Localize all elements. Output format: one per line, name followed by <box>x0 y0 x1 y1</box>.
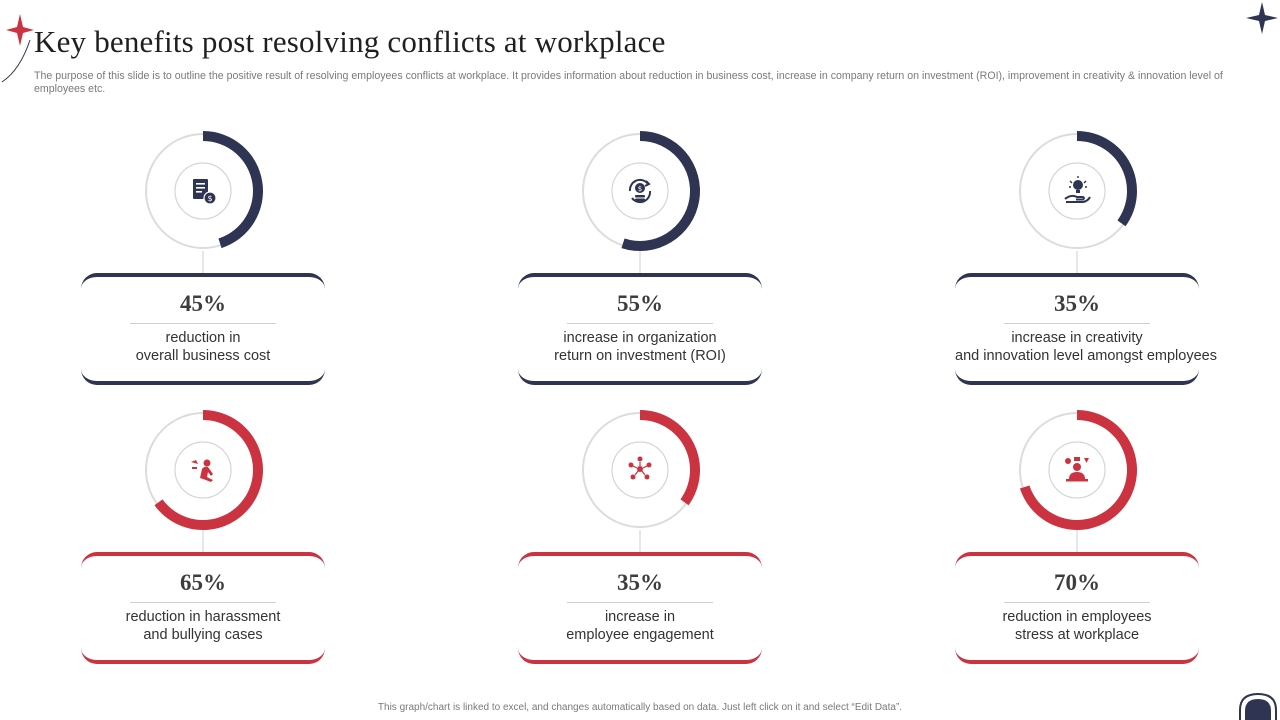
card-description: reduction in harassment and bullying cas… <box>81 608 325 644</box>
card-desc-line1: increase in creativity <box>1011 330 1143 346</box>
donut-value-arc <box>621 131 700 251</box>
card-desc-line1: reduction in harassment <box>125 609 281 625</box>
donut-value-arc <box>1077 131 1138 227</box>
page-title: Key benefits post resolving conflicts at… <box>34 24 666 59</box>
donut-value-arc <box>640 410 700 506</box>
card-divider <box>1004 602 1150 603</box>
card-description: increase in creativity and innovation le… <box>955 329 1217 365</box>
card-desc-line1: reduction in employees <box>1002 609 1152 625</box>
card-desc-line2: employee engagement <box>566 627 714 643</box>
card-desc-line1: increase in <box>604 609 676 625</box>
card-desc-line1: increase in organization <box>563 330 717 346</box>
money-cycle-icon: $ <box>620 171 660 211</box>
card-description: increase in organization return on inves… <box>518 329 762 365</box>
card-value: 70% <box>1054 570 1100 595</box>
card-value: 35% <box>617 570 663 595</box>
benefit-card-2: 55% increase in organization return on i… <box>518 273 762 385</box>
red-star-decoration <box>1 14 34 83</box>
benefit-card-1: 45% reduction in overall business cost <box>81 273 325 385</box>
svg-text:$: $ <box>207 194 212 203</box>
footer-note: This graph/chart is linked to excel, and… <box>377 702 903 713</box>
card-desc-line2: overall business cost <box>135 348 271 364</box>
card-description: reduction in employees stress at workpla… <box>955 608 1199 644</box>
card-desc-line2: stress at workplace <box>1014 627 1140 643</box>
corner-decoration <box>1239 692 1277 720</box>
benefit-card-6: 70% reduction in employees stress at wor… <box>955 552 1199 664</box>
card-desc-line2: and innovation level amongst employees <box>955 348 1217 364</box>
card-desc-line2: return on investment (ROI) <box>554 348 726 364</box>
card-description: increase in employee engagement <box>518 608 762 644</box>
card-desc-line1: reduction in <box>165 330 241 346</box>
harassment-icon <box>183 450 223 490</box>
card-divider <box>567 602 713 603</box>
card-divider <box>130 323 276 324</box>
card-value: 65% <box>180 570 226 595</box>
card-desc-line2: and bullying cases <box>143 627 263 643</box>
benefit-card-5: 35% increase in employee engagement <box>518 552 762 664</box>
stressed-person-icon <box>1057 450 1097 490</box>
card-description: reduction in overall business cost <box>81 329 325 365</box>
benefit-card-4: 65% reduction in harassment and bullying… <box>81 552 325 664</box>
card-value: 55% <box>617 291 663 316</box>
card-divider <box>1004 323 1150 324</box>
document-cost-icon: $ <box>183 171 223 211</box>
team-network-icon <box>620 450 660 490</box>
page-description: The purpose of this slide is to outline … <box>34 70 1223 95</box>
svg-text:$: $ <box>638 185 642 193</box>
donut-value-arc <box>203 131 263 249</box>
card-divider <box>130 602 276 603</box>
card-divider <box>567 323 713 324</box>
benefit-card-3: 35% increase in creativity and innovatio… <box>955 273 1217 385</box>
card-value: 35% <box>1054 291 1100 316</box>
card-value: 45% <box>180 291 226 316</box>
navy-star-decoration <box>1246 2 1278 34</box>
idea-hand-icon <box>1057 171 1097 211</box>
